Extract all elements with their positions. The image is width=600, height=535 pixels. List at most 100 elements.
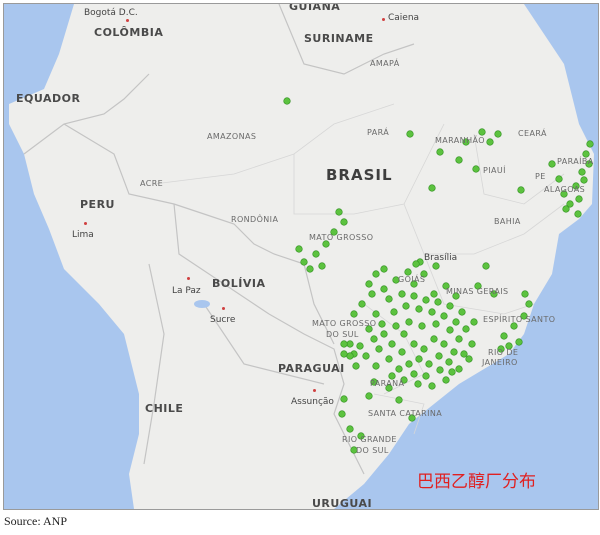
ethanol-plant-marker — [385, 295, 393, 303]
label-brasil: BRASIL — [326, 166, 393, 184]
ethanol-plant-marker — [420, 270, 428, 278]
ethanol-plant-marker — [430, 290, 438, 298]
ethanol-plant-marker — [455, 365, 463, 373]
ethanol-plant-marker — [385, 384, 393, 392]
ethanol-plant-marker — [406, 130, 414, 138]
ethanol-plant-marker — [525, 300, 533, 308]
ethanol-plant-marker — [356, 342, 364, 350]
ethanol-plant-marker — [455, 156, 463, 164]
ethanol-plant-marker — [580, 176, 588, 184]
ethanol-plant-marker — [357, 432, 365, 440]
capital-dot-lima — [84, 222, 87, 225]
ethanol-plant-marker — [358, 300, 366, 308]
ethanol-plant-marker — [432, 320, 440, 328]
ethanol-plant-marker — [410, 340, 418, 348]
ethanol-plant-marker — [362, 352, 370, 360]
ethanol-plant-marker — [478, 128, 486, 136]
label-acre: ACRE — [140, 179, 164, 188]
ethanol-plant-marker — [422, 296, 430, 304]
ethanol-plant-marker — [408, 414, 416, 422]
label-ms-line2: DO SUL — [326, 330, 359, 339]
ethanol-plant-marker — [486, 138, 494, 146]
ethanol-plant-marker — [428, 382, 436, 390]
ethanol-plant-marker — [430, 335, 438, 343]
label-minas-gerais: MINAS GERAIS — [446, 287, 509, 296]
ethanol-plant-marker — [338, 410, 346, 418]
ethanol-plant-marker — [400, 376, 408, 384]
ethanol-plant-marker — [440, 340, 448, 348]
ethanol-plant-markers — [283, 97, 594, 454]
ethanol-plant-marker — [432, 262, 440, 270]
label-rs-line1: RIO GRANDE — [342, 435, 397, 444]
label-amazonas: AMAZONAS — [207, 132, 257, 141]
ethanol-plant-marker — [474, 282, 482, 290]
ethanol-plant-marker — [575, 195, 583, 203]
ethanol-plant-marker — [562, 205, 570, 213]
label-colombia: COLÔMBIA — [94, 26, 164, 39]
ethanol-plant-marker — [392, 322, 400, 330]
continent-land — [9, 4, 594, 509]
label-lima: Lima — [72, 230, 94, 240]
label-rio-line2: JANEIRO — [482, 358, 518, 367]
ethanol-plant-marker — [585, 160, 593, 168]
ethanol-plant-marker — [520, 312, 528, 320]
ethanol-plant-marker — [446, 302, 454, 310]
label-goias: GOIÁS — [398, 275, 426, 284]
ethanol-plant-marker — [350, 446, 358, 454]
ethanol-plant-marker — [452, 292, 460, 300]
ethanol-plant-marker — [365, 392, 373, 400]
ethanol-plant-marker — [395, 396, 403, 404]
ethanol-plant-marker — [560, 190, 568, 198]
ethanol-plant-marker — [420, 345, 428, 353]
ethanol-plant-marker — [370, 335, 378, 343]
ethanol-plant-marker — [410, 280, 418, 288]
ethanol-plant-marker — [380, 285, 388, 293]
capital-dot-caiena — [382, 18, 385, 21]
ethanol-plant-marker — [340, 350, 348, 358]
ethanol-plant-marker — [410, 292, 418, 300]
ethanol-plant-marker — [415, 305, 423, 313]
ethanol-plant-marker — [422, 372, 430, 380]
ethanol-plant-marker — [346, 352, 354, 360]
ethanol-plant-marker — [295, 245, 303, 253]
label-guiana: GUIANA — [289, 3, 341, 13]
ethanol-plant-marker — [372, 310, 380, 318]
ethanol-plant-marker — [346, 425, 354, 433]
label-maranhao: MARANHÃO — [435, 136, 485, 145]
state-borders — [153, 103, 565, 435]
label-rondonia: RONDÔNIA — [231, 215, 279, 224]
ethanol-plant-marker — [462, 325, 470, 333]
ethanol-plant-marker — [402, 302, 410, 310]
ethanol-plant-marker — [452, 318, 460, 326]
label-mato-grosso: MATO GROSSO — [309, 233, 374, 242]
label-rio-line1: RIO DE — [488, 348, 519, 357]
ethanol-plant-marker — [400, 330, 408, 338]
capital-dot-sucre — [222, 307, 225, 310]
ethanol-plant-marker — [442, 376, 450, 384]
ethanol-plant-marker — [425, 360, 433, 368]
ethanol-plant-marker — [412, 260, 420, 268]
label-piaui: PIAUÍ — [483, 166, 506, 175]
label-santa-catarina: SANTA CATARINA — [368, 409, 443, 418]
ethanol-plant-marker — [410, 370, 418, 378]
label-pe: PE — [535, 172, 546, 181]
label-uruguai: URUGUAI — [312, 497, 373, 510]
label-brasilia: Brasília — [424, 253, 458, 263]
ethanol-plant-marker — [415, 355, 423, 363]
label-chile: CHILE — [145, 402, 184, 415]
ethanol-plant-marker — [388, 340, 396, 348]
ethanol-plant-marker — [434, 298, 442, 306]
label-paraiba: PARAÍBA — [557, 157, 594, 166]
ethanol-plant-marker — [352, 362, 360, 370]
ethanol-plant-marker — [318, 262, 326, 270]
ethanol-plant-marker — [566, 200, 574, 208]
capital-dot-la-paz — [187, 277, 190, 280]
ethanol-plant-marker — [455, 335, 463, 343]
ethanol-plant-marker — [505, 342, 513, 350]
ethanol-plant-marker — [517, 186, 525, 194]
ethanol-plant-marker — [330, 228, 338, 236]
label-sucre: Sucre — [210, 315, 236, 325]
ethanol-plant-marker — [300, 258, 308, 266]
label-suriname: SURINAME — [304, 32, 374, 45]
ethanol-plant-marker — [372, 270, 380, 278]
